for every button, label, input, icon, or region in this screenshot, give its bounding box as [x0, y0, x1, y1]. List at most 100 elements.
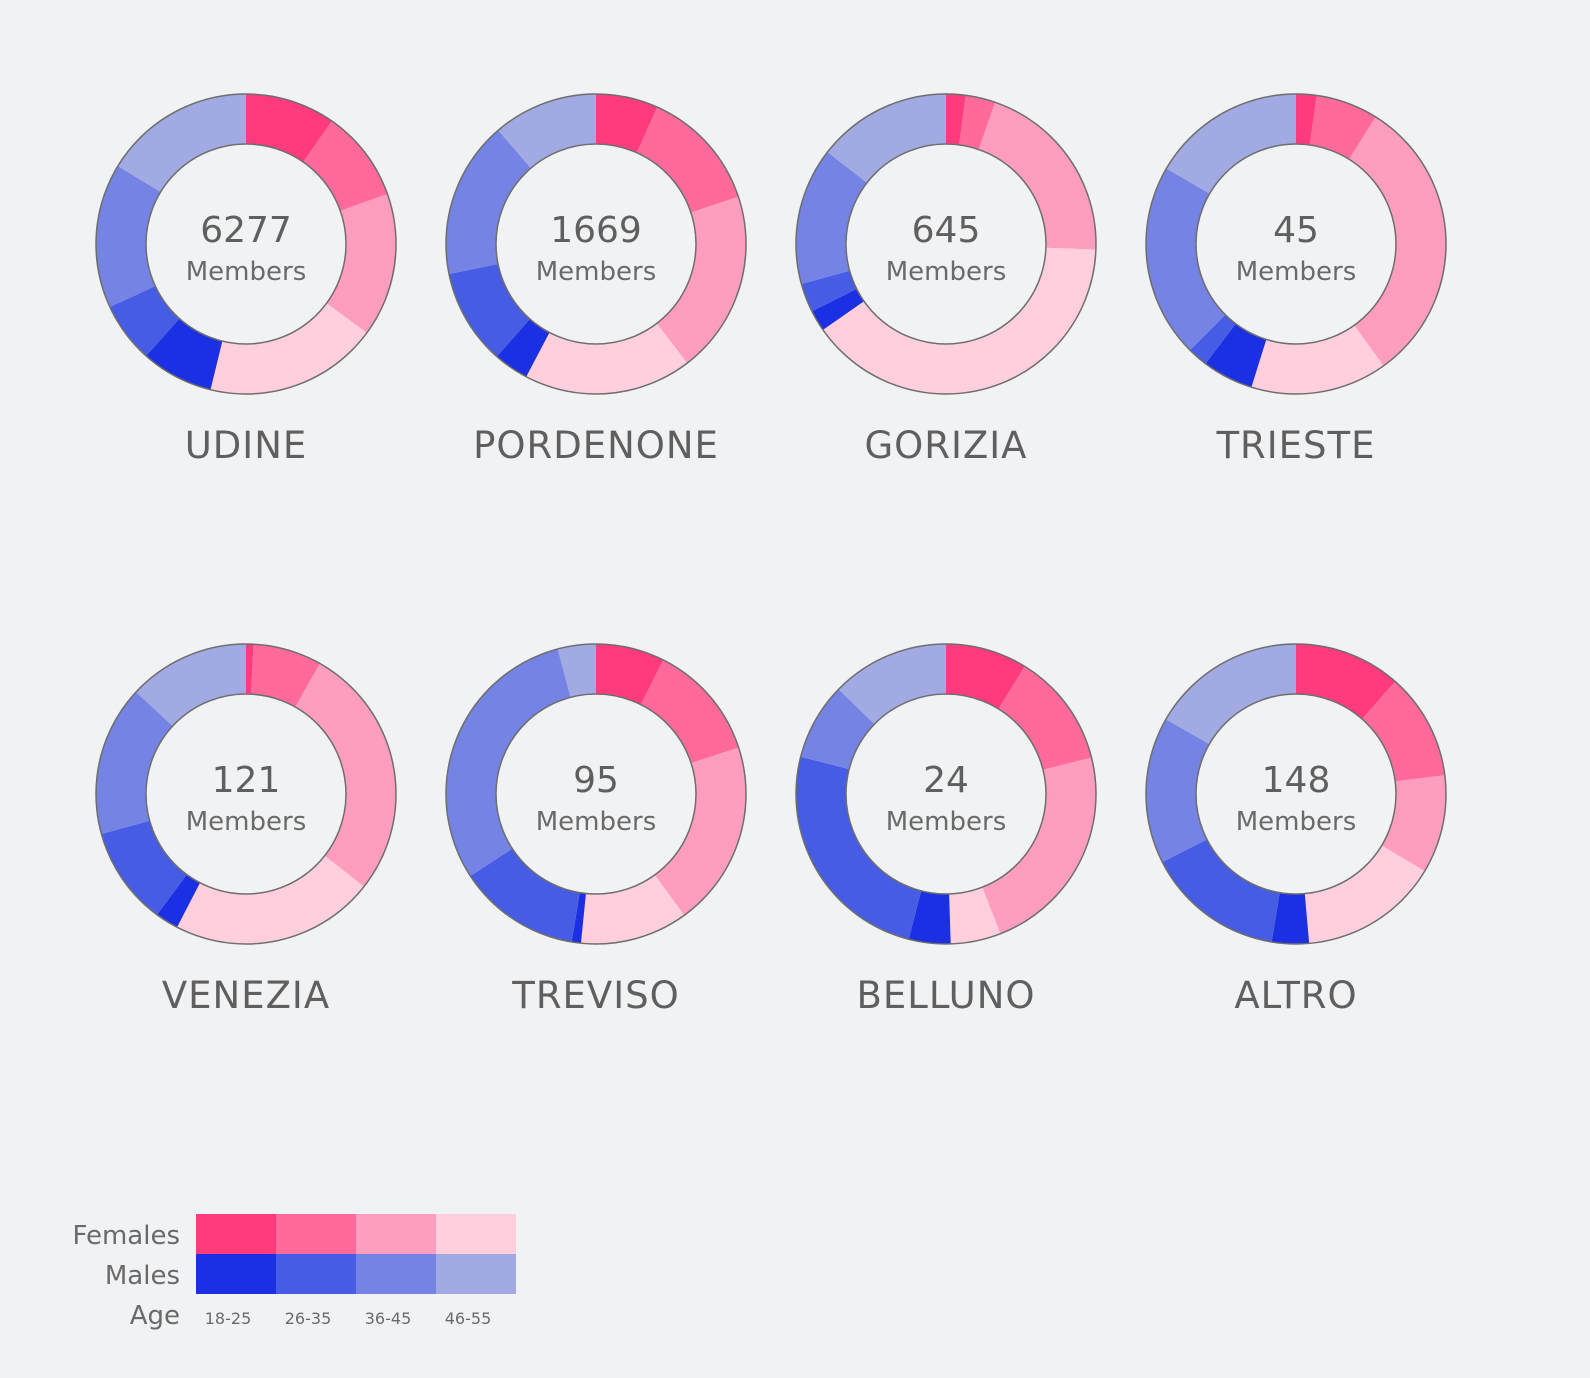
- slice-belluno-f-18-25: [946, 644, 1025, 709]
- donut-venezia: 121 Members VENEZIA: [95, 643, 397, 1017]
- slice-venezia-m-36-45: [95, 692, 173, 835]
- members-label: Members: [1236, 807, 1357, 837]
- slice-venezia-m-18-25: [157, 874, 201, 928]
- legend-swatch-females-36-45: [356, 1214, 436, 1254]
- donut-gorizia: 645 Members GORIZIA: [795, 93, 1097, 467]
- member-count-trieste: 45: [1273, 210, 1319, 251]
- legend-swatch-males-26-35: [276, 1254, 356, 1294]
- legend-swatch-females-46-55: [436, 1214, 516, 1254]
- donut-outer-ring: [445, 643, 747, 945]
- legend-label-females: Females: [72, 1221, 180, 1251]
- legend-age-36-45: 36-45: [365, 1309, 412, 1328]
- city-label-belluno: BELLUNO: [856, 974, 1035, 1017]
- donut-inner-ring: [845, 143, 1047, 345]
- members-label: Members: [186, 807, 307, 837]
- slice-treviso-f-36-45: [654, 747, 747, 916]
- slice-altro-f-36-45: [1381, 775, 1447, 872]
- slice-trieste-f-26-35: [1309, 95, 1376, 160]
- slice-venezia-m-46-55: [136, 644, 246, 726]
- slice-venezia-f-36-45: [295, 663, 396, 887]
- legend-age-18-25: 18-25: [205, 1309, 252, 1328]
- members-label: Members: [886, 807, 1007, 837]
- slice-gorizia-f-36-45: [978, 102, 1096, 250]
- members-label: Members: [536, 807, 657, 837]
- donut-inner-ring: [845, 693, 1047, 895]
- donut-pordenone: 1669 Members PORDENONE: [445, 93, 747, 467]
- member-count-venezia: 121: [212, 760, 281, 801]
- member-count-pordenone: 1669: [550, 210, 642, 251]
- donut-inner-ring: [495, 693, 697, 895]
- city-label-udine: UDINE: [185, 424, 308, 467]
- slice-belluno-f-26-35: [998, 666, 1092, 770]
- donut-outer-ring: [1145, 93, 1447, 395]
- member-count-altro: 148: [1262, 760, 1331, 801]
- donut-outer-ring: [445, 93, 747, 395]
- slice-pordenone-m-46-55: [498, 94, 596, 169]
- legend-swatch-females-18-25: [196, 1214, 276, 1254]
- slice-trieste-f-46-55: [1251, 325, 1384, 394]
- donut-altro: 148 Members ALTRO: [1145, 643, 1447, 1017]
- slice-udine-f-36-45: [326, 194, 397, 333]
- city-label-treviso: TREVISO: [511, 974, 680, 1017]
- donut-outer-ring: [795, 93, 1097, 395]
- slice-pordenone-f-36-45: [656, 196, 746, 364]
- member-count-treviso: 95: [573, 760, 619, 801]
- slice-udine-m-26-35: [109, 286, 180, 356]
- members-label: Members: [186, 257, 307, 287]
- slice-venezia-f-26-35: [251, 644, 320, 707]
- slice-treviso-f-46-55: [580, 874, 685, 944]
- slice-altro-m-36-45: [1145, 719, 1210, 863]
- legend-swatch-males-36-45: [356, 1254, 436, 1294]
- slice-pordenone-f-26-35: [636, 107, 739, 213]
- slice-trieste-m-26-35: [1189, 314, 1236, 364]
- slice-pordenone-m-26-35: [449, 263, 530, 357]
- slice-udine-f-18-25: [246, 94, 332, 162]
- donut-inner-ring: [495, 143, 697, 345]
- slice-altro-f-26-35: [1362, 681, 1445, 782]
- slice-treviso-f-26-35: [640, 659, 739, 764]
- slice-belluno-f-46-55: [949, 887, 1001, 944]
- slice-treviso-m-36-45: [445, 648, 571, 876]
- slice-gorizia-m-18-25: [811, 288, 864, 330]
- legend-age-46-55: 46-55: [445, 1309, 492, 1328]
- slice-altro-f-46-55: [1304, 845, 1425, 944]
- member-count-belluno: 24: [923, 760, 969, 801]
- slice-treviso-f-18-25: [596, 644, 664, 705]
- slice-udine-f-26-35: [303, 121, 388, 211]
- donut-outer-ring: [95, 643, 397, 945]
- slice-belluno-m-18-25: [908, 890, 951, 945]
- slice-treviso-m-46-55: [557, 644, 596, 698]
- city-label-gorizia: GORIZIA: [865, 424, 1028, 467]
- slice-gorizia-f-26-35: [959, 95, 996, 150]
- slice-altro-f-18-25: [1296, 644, 1396, 719]
- donut-outer-ring: [795, 643, 1097, 945]
- slice-pordenone-m-18-25: [496, 319, 550, 377]
- slice-gorizia-f-46-55: [823, 247, 1096, 394]
- donut-treviso: 95 Members TREVISO: [445, 643, 747, 1017]
- slice-gorizia-m-36-45: [795, 152, 867, 285]
- slice-trieste-f-36-45: [1349, 116, 1446, 366]
- slice-gorizia-f-18-25: [946, 94, 966, 145]
- slice-udine-m-36-45: [96, 166, 161, 308]
- slice-udine-m-18-25: [146, 318, 223, 390]
- members-label: Members: [536, 257, 657, 287]
- slice-trieste-f-18-25: [1296, 94, 1317, 145]
- slice-venezia-f-18-25: [246, 644, 254, 695]
- slice-treviso-m-26-35: [470, 848, 580, 942]
- member-count-gorizia: 645: [912, 210, 981, 251]
- members-label: Members: [886, 257, 1007, 287]
- slice-treviso-m-18-25: [571, 892, 586, 944]
- slice-venezia-f-46-55: [177, 855, 364, 944]
- slice-pordenone-f-46-55: [526, 323, 688, 394]
- donut-trieste: 45 Members TRIESTE: [1145, 93, 1447, 467]
- slice-venezia-m-26-35: [101, 820, 187, 915]
- slice-gorizia-m-46-55: [827, 94, 946, 183]
- slice-udine-m-46-55: [117, 94, 246, 193]
- slice-gorizia-m-26-35: [801, 270, 857, 312]
- legend-label-males: Males: [105, 1261, 180, 1291]
- legend-swatch-males-18-25: [196, 1254, 276, 1294]
- donut-outer-ring: [1145, 643, 1447, 945]
- donut-charts: 6277 Members UDINE 1669 Members PORDENONE 645 M…: [95, 93, 1447, 1017]
- donut-inner-ring: [145, 693, 347, 895]
